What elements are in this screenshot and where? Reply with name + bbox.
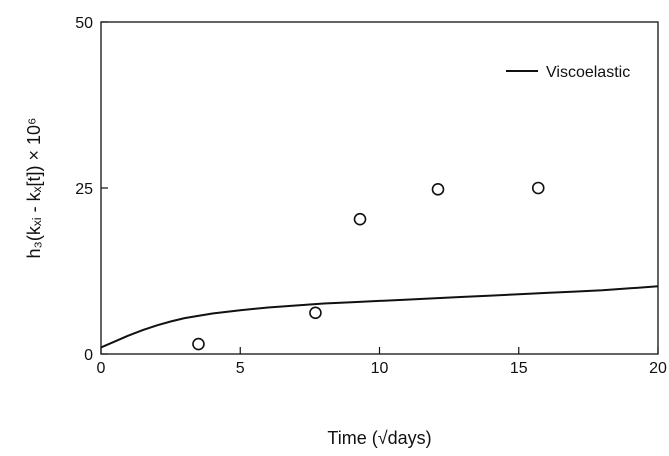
tick-labels: 0 5 10 15 20 0 25 50 xyxy=(75,15,667,377)
x-tick-label: 5 xyxy=(236,360,245,377)
x-tick-label: 15 xyxy=(510,360,528,377)
data-point xyxy=(309,306,322,320)
data-point xyxy=(353,212,367,226)
x-axis-label: Time (√days) xyxy=(327,428,431,448)
x-tick-label: 10 xyxy=(371,360,389,377)
y-tick-label: 0 xyxy=(84,347,93,364)
data-point xyxy=(431,183,445,196)
x-tick-label: 20 xyxy=(649,360,667,377)
series-line-viscoelastic xyxy=(100,285,659,349)
legend-label-viscoelastic: Viscoelastic xyxy=(546,64,630,81)
x-tick-label: 0 xyxy=(97,360,106,377)
plot-frame xyxy=(100,21,659,355)
y-tick-label: 50 xyxy=(75,15,93,32)
data-point xyxy=(531,181,545,195)
data-point xyxy=(192,337,205,351)
legend: Viscoelastic xyxy=(506,64,630,81)
y-tick-label: 25 xyxy=(75,181,93,198)
y-axis-label: h₃(kₓᵢ - kₓ[t]) × 10⁶ xyxy=(24,118,44,259)
series-layer xyxy=(100,181,659,351)
